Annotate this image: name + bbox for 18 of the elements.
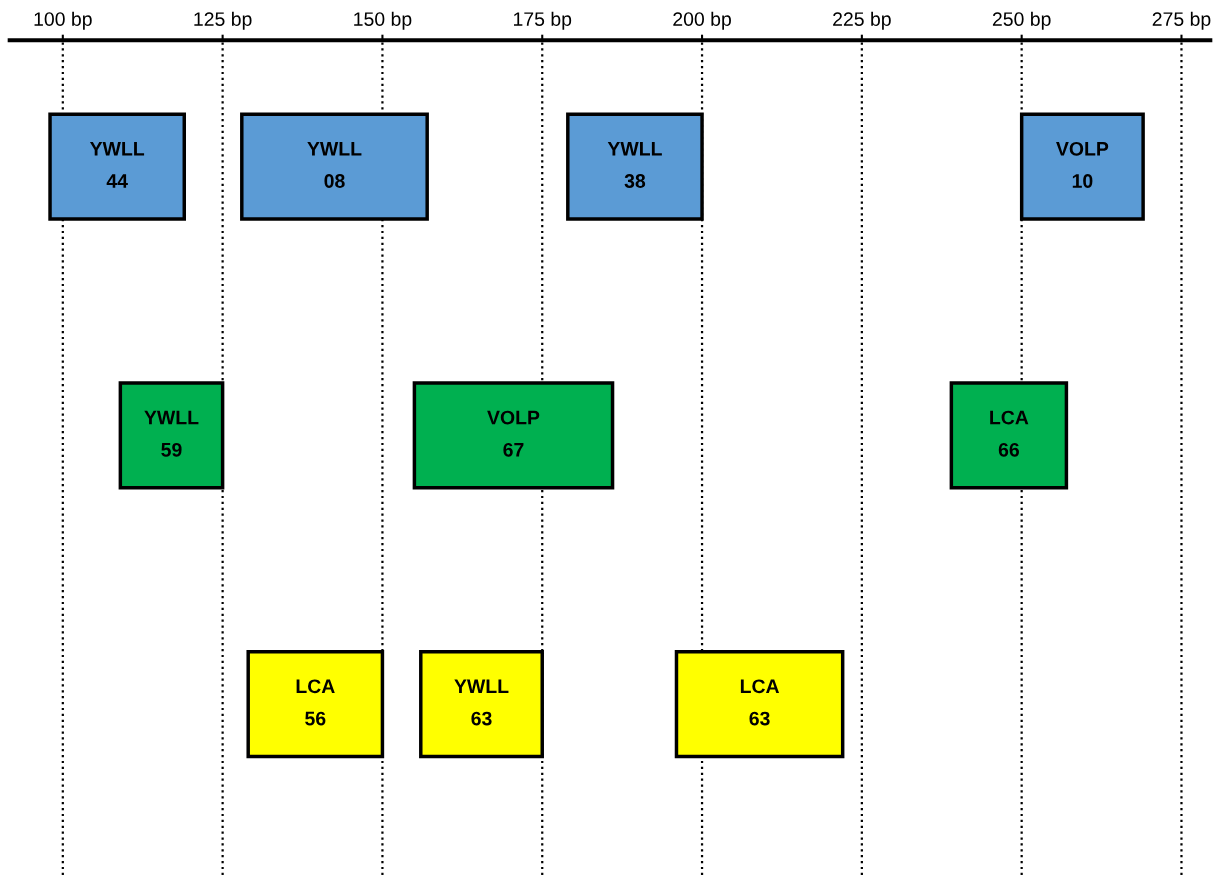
- series-label: VOLP 10: [1056, 141, 1109, 188]
- series-label: YWLL 44: [89, 142, 145, 188]
- x-tick-label: 200 bp: [673, 11, 731, 30]
- series-label: VOLP 67: [487, 410, 540, 457]
- series-label: LCA 56: [296, 679, 335, 726]
- x-tick-label: 225 bp: [833, 11, 891, 30]
- x-tick-label: 275 bp: [1152, 11, 1211, 30]
- series-label: YWLL 63: [454, 679, 509, 726]
- series-label: LCA 63: [740, 679, 780, 726]
- series-label: LCA 66: [990, 410, 1029, 457]
- x-tick-label: 175 bp: [513, 11, 572, 30]
- x-tick-label: 250 bp: [992, 11, 1051, 30]
- x-tick-label: 125 bp: [194, 11, 252, 30]
- x-tick-label: 100 bp: [34, 11, 92, 30]
- series-label: YWLL 38: [607, 142, 662, 188]
- series-label: YWLL 08: [307, 142, 362, 188]
- x-tick-label: 150 bp: [354, 11, 412, 30]
- series-label: YWLL 59: [144, 410, 199, 457]
